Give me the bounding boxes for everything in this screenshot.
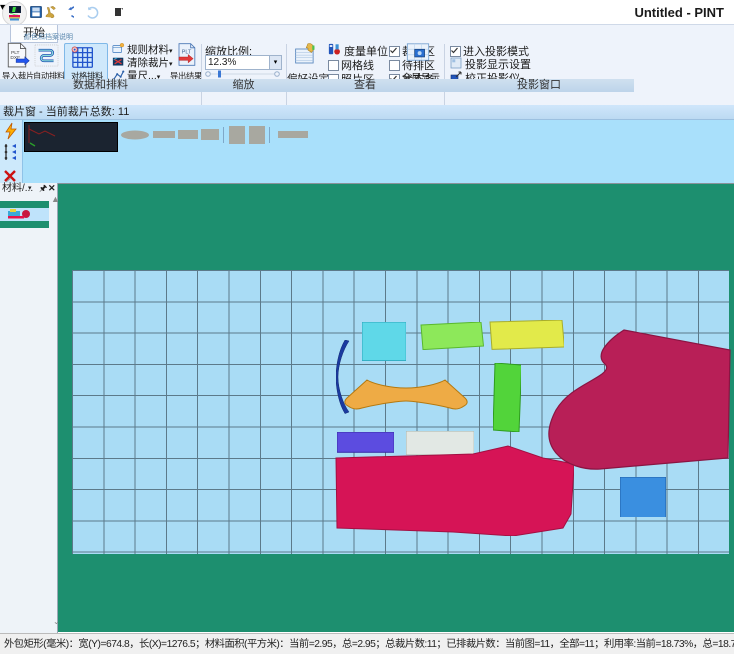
svg-text:PLT: PLT bbox=[182, 50, 192, 56]
svg-text:PLT: PLT bbox=[11, 50, 20, 56]
